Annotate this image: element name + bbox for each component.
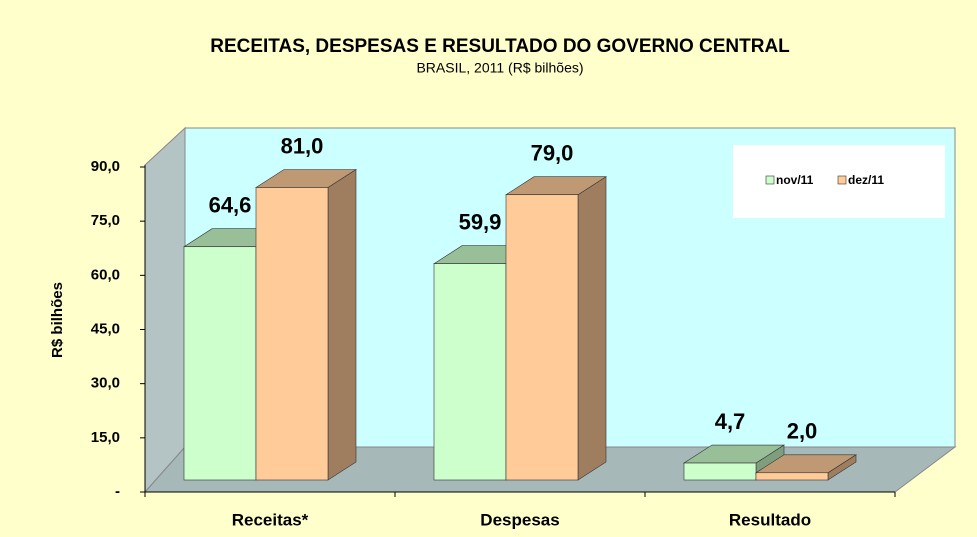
- legend-label: nov/11: [776, 173, 814, 187]
- bar-side: [577, 176, 607, 481]
- bar: [683, 462, 757, 481]
- y-tick-label: 90,0: [91, 158, 120, 175]
- value-label: 59,9: [459, 210, 502, 235]
- value-label: 2,0: [787, 419, 818, 444]
- bar: [183, 246, 257, 481]
- y-tick-label: -: [115, 483, 120, 500]
- side-wall: [144, 126, 186, 494]
- x-tick-label: Despesas: [480, 510, 559, 529]
- y-tick-label: 15,0: [91, 429, 120, 446]
- x-tick-label: Resultado: [729, 510, 811, 529]
- bar: [433, 263, 507, 481]
- chart-title: RECEITAS, DESPESAS E RESULTADO DO GOVERN…: [210, 36, 790, 57]
- bar: [255, 187, 329, 481]
- bar: [755, 472, 829, 481]
- x-tick-label: Receitas*: [232, 510, 309, 529]
- legend-swatch: [765, 175, 775, 185]
- y-axis-label: R$ bilhões: [49, 282, 66, 358]
- value-label: 79,0: [531, 141, 574, 166]
- bar: [505, 194, 579, 481]
- bar-side: [327, 168, 357, 481]
- value-label: 64,6: [209, 193, 252, 218]
- y-tick-label: 75,0: [91, 212, 120, 229]
- y-tick-label: 60,0: [91, 266, 120, 283]
- value-label: 81,0: [281, 133, 324, 158]
- y-tick-label: 45,0: [91, 320, 120, 337]
- y-tick-label: 30,0: [91, 375, 120, 392]
- legend-label: dez/11: [848, 173, 884, 187]
- legend-swatch: [837, 175, 847, 185]
- value-label: 4,7: [715, 409, 746, 434]
- chart-subtitle: BRASIL, 2011 (R$ bilhões): [416, 60, 583, 76]
